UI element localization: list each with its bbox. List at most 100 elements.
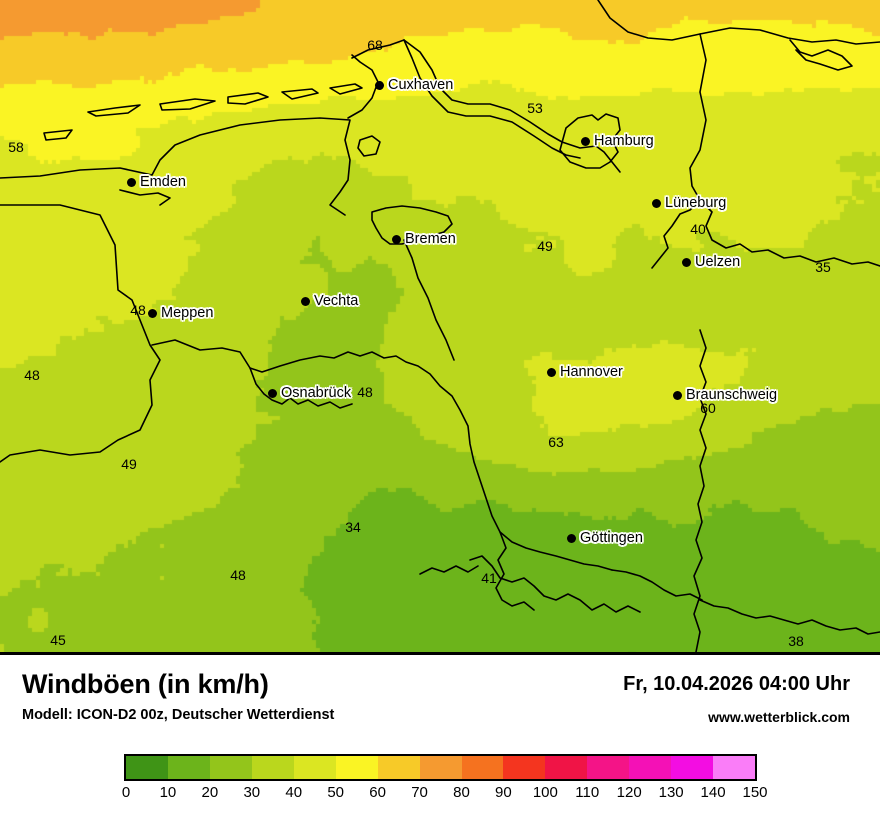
legend: 0 10 20 30 40 50 60 70 80 90 100 110 120 130 140 150 [121,754,768,808]
gust-value-label: 48 [230,567,246,583]
city-dot-icon [301,296,310,306]
legend-tick: 20 [201,784,219,801]
border-line [159,98,216,111]
city-dot-icon [375,80,384,90]
city-dot-icon [682,257,691,267]
gust-value-label: 49 [537,238,553,254]
legend-tick: 10 [159,784,177,801]
legend-swatch [503,756,546,779]
legend-colorbar [124,754,757,781]
city-marker[interactable]: Lüneburg [652,195,726,211]
city-marker[interactable]: Meppen [148,305,213,321]
legend-swatch [251,756,294,779]
gust-value-label: 38 [788,633,804,649]
border-line [689,33,880,267]
city-marker[interactable]: Cuxhaven [375,77,453,93]
border-line [281,88,319,100]
city-marker[interactable]: Vechta [301,293,358,309]
gust-value-label: 60 [700,400,716,416]
city-label: Lüneburg [665,195,727,211]
border-line [351,39,405,59]
city-marker[interactable]: Bremen [392,231,456,247]
legend-tick: 140 [700,784,726,801]
gust-value-label: 68 [367,37,383,53]
gust-value-label: 35 [815,259,831,275]
legend-swatch [545,756,588,779]
city-label: Emden [140,174,186,190]
legend-tick: 0 [121,784,131,801]
legend-tick: 60 [369,784,386,801]
city-label: Göttingen [580,530,643,546]
border-line [151,339,613,571]
city-label: Osnabrück [281,385,352,401]
city-marker[interactable]: Göttingen [567,530,643,546]
city-marker[interactable]: Emden [127,174,186,190]
border-line [0,204,161,463]
gust-value-label: 40 [690,221,706,237]
city-dot-icon [673,390,682,400]
gust-value-label: 63 [548,434,564,450]
border-line [495,531,535,611]
city-dot-icon [268,388,277,398]
legend-tick: 150 [742,784,768,801]
border-line [559,113,621,169]
city-dot-icon [652,198,661,208]
legend-tick: 130 [658,784,684,801]
city-label: Uelzen [695,254,741,270]
city-dot-icon [567,533,576,543]
border-line [611,569,703,601]
city-dot-icon [581,136,590,146]
border-line [119,189,171,206]
city-marker[interactable]: Braunschweig [673,387,777,403]
valid-datetime: Fr, 10.04.2026 04:00 Uhr [623,673,850,695]
legend-swatch [461,756,504,779]
city-marker[interactable]: Hannover [547,364,623,380]
gust-value-label: 53 [527,100,543,116]
administrative-borders-overlay [0,0,880,653]
map-bottom-border [0,652,880,655]
border-line [371,205,453,245]
border-line [43,129,73,141]
city-label: Braunschweig [686,387,778,403]
city-marker[interactable]: Hamburg [581,133,654,149]
border-line [419,565,479,575]
legend-swatch [629,756,672,779]
border-line [699,599,880,635]
border-line [597,0,880,45]
gust-value-label: 41 [481,570,497,586]
border-line [347,54,379,119]
legend-swatch [167,756,210,779]
city-label: Meppen [161,305,214,321]
weather-map[interactable]: Cuxhaven Hamburg Emden Lüneburg Bremen Uelzen… [0,0,880,655]
border-line [329,83,363,95]
gust-value-label: 48 [24,367,40,383]
border-line [227,92,269,105]
legend-tick: 80 [453,784,470,801]
legend-tick: 90 [495,784,512,801]
city-marker[interactable]: Uelzen [682,254,740,270]
gust-value-label: 48 [130,302,146,318]
legend-tick: 30 [243,784,261,801]
legend-swatch [587,756,630,779]
city-label: Vechta [314,293,359,309]
legend-swatch [419,756,462,779]
city-dot-icon [547,367,556,377]
legend-swatch [335,756,378,779]
page-title: Windböen (in km/h) [22,669,269,699]
legend-swatch [293,756,336,779]
gust-value-label: 58 [8,139,24,155]
legend-tick: 120 [616,784,642,801]
city-dot-icon [148,308,157,318]
model-subtitle: Modell: ICON-D2 00z, Deutscher Wetterdie… [22,707,335,723]
legend-tick-labels: 0 10 20 30 40 50 60 70 80 90 100 110 120 130 140 150 [121,784,768,808]
border-line [403,39,581,159]
legend-tick: 50 [327,784,344,801]
city-dot-icon [392,234,401,244]
legend-tick: 70 [411,784,428,801]
city-label: Cuxhaven [388,77,454,93]
legend-swatch [377,756,420,779]
legend-swatch [209,756,252,779]
city-marker[interactable]: Osnabrück [268,385,351,401]
border-line [789,39,853,71]
